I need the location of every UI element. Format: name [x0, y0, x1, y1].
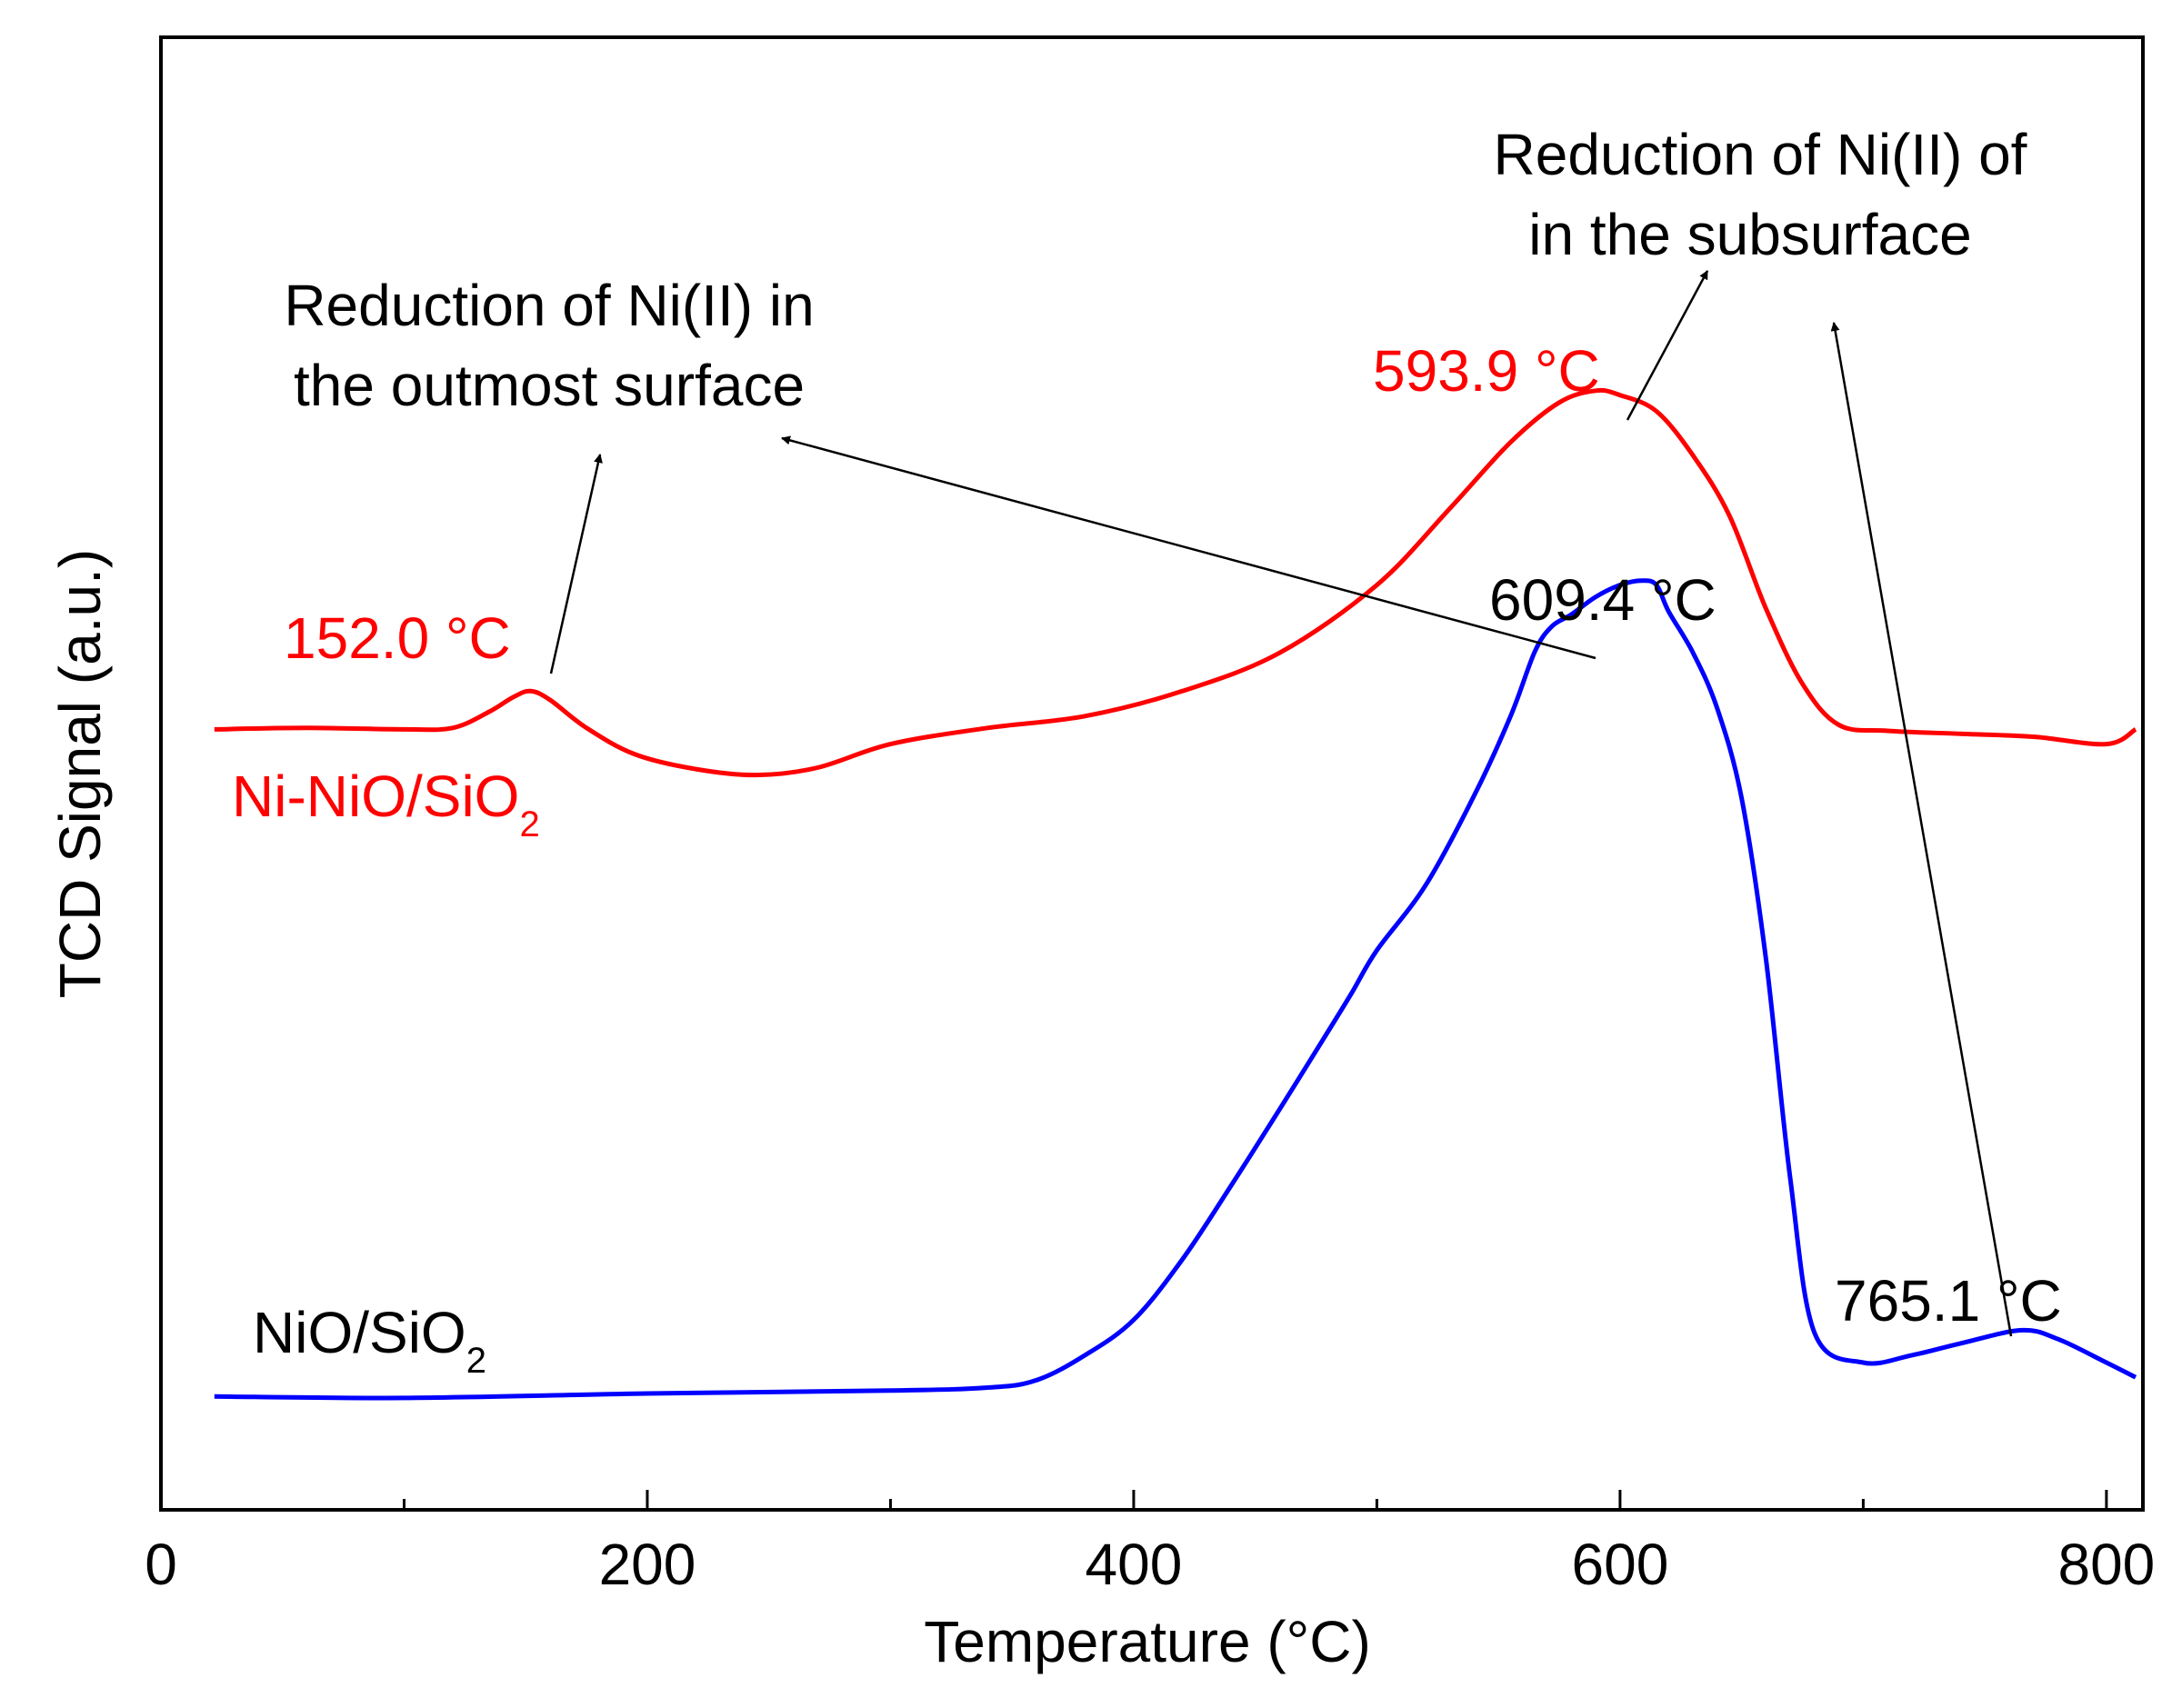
plot-frame	[159, 35, 2145, 1512]
series-label-ni-nio-sio2-main: Ni-NiO/SiO	[232, 764, 519, 829]
series-label-nio-sio2: NiO/SiO2	[253, 1300, 486, 1381]
arrow-152-to-outmost	[549, 454, 603, 674]
series-label-ni-nio-sio2: Ni-NiO/SiO2	[232, 764, 540, 844]
arrow-609-to-outmost	[781, 435, 1596, 660]
x-axis-ticks: 0 200 400 600 800	[145, 1490, 2155, 1597]
x-axis-title: Temperature (°C)	[924, 1609, 1371, 1674]
series-line-0	[214, 387, 2137, 778]
arrow-765-to-subsurface	[1830, 322, 2013, 1337]
series-layer	[214, 387, 2137, 1401]
y-axis-title: TCD Signal (a.u.)	[47, 549, 113, 998]
annotation-outmost-line1: Reduction of Ni(II) in	[284, 273, 814, 338]
annotation-subsurface-line1: Reduction of Ni(II) of	[1494, 122, 2027, 187]
annotation-subsurface-line2: in the subsurface	[1528, 202, 1971, 267]
annotation-outmost-line2: the outmost surface	[294, 353, 805, 418]
peak-label-609: 609.4 °C	[1489, 567, 1717, 633]
series-label-ni-nio-sio2-sub: 2	[519, 804, 539, 844]
x-tick-label-400: 400	[1086, 1532, 1183, 1597]
x-tick-label-0: 0	[145, 1532, 177, 1597]
series-label-nio-sio2-main: NiO/SiO	[253, 1300, 466, 1365]
peak-label-765: 765.1 °C	[1835, 1268, 2062, 1333]
x-tick-label-800: 800	[2057, 1532, 2155, 1597]
x-tick-label-600: 600	[1572, 1532, 1669, 1597]
series-line-1	[214, 578, 2137, 1401]
peak-label-593: 593.9 °C	[1373, 338, 1600, 404]
arrow-593-to-subsurface	[1626, 270, 1709, 421]
x-tick-label-200: 200	[599, 1532, 696, 1597]
peak-label-152: 152.0 °C	[284, 605, 511, 671]
series-label-nio-sio2-sub: 2	[466, 1341, 486, 1381]
